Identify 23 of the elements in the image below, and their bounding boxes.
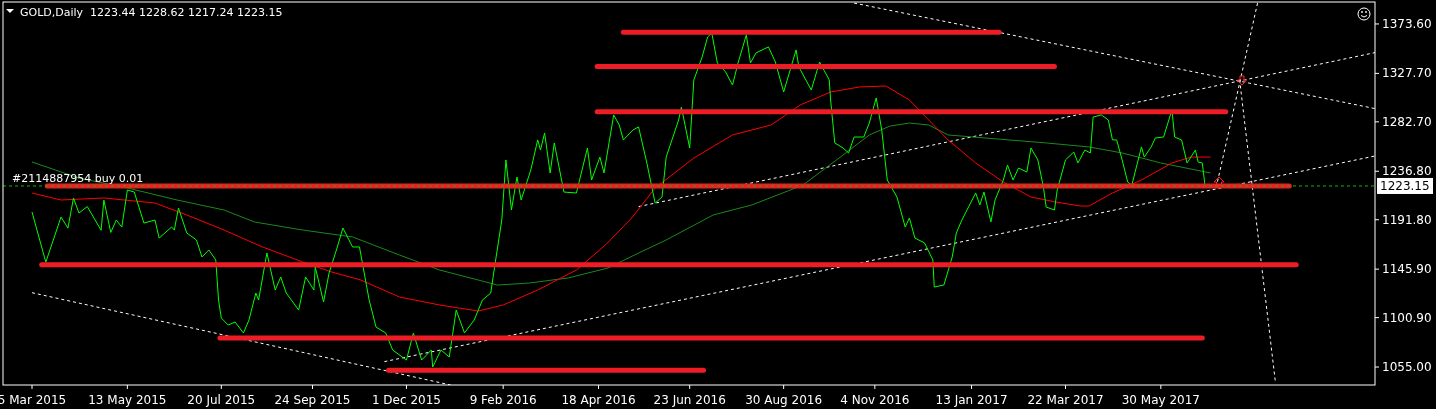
x-tick-label: 30 May 2017 <box>1121 393 1200 407</box>
x-tick-label: 13 Jan 2017 <box>935 393 1008 407</box>
ref-line-label: 1223.15 <box>1380 178 1430 193</box>
y-tick-label: 1327.70 <box>1382 66 1432 81</box>
x-tick-label: 22 Mar 2017 <box>1027 393 1104 407</box>
x-tick-label: 24 Sep 2015 <box>274 393 351 407</box>
x-tick-label: 4 Nov 2016 <box>840 393 910 407</box>
y-tick-label: 1282.70 <box>1382 114 1432 129</box>
y-tick-label: 1055.00 <box>1382 360 1432 375</box>
x-tick-label: 18 Apr 2016 <box>561 393 636 407</box>
x-tick-label: 9 Feb 2016 <box>469 393 537 407</box>
x-tick-label: 13 May 2015 <box>88 393 167 407</box>
x-tick-label: 1 Dec 2015 <box>371 393 441 407</box>
y-tick-label: 1373.60 <box>1382 16 1432 31</box>
y-tick-label: 1100.90 <box>1382 310 1432 325</box>
x-tick-label: 30 Aug 2016 <box>745 393 823 407</box>
x-tick-label: 23 Jun 2016 <box>653 393 726 407</box>
y-tick-label: 1191.80 <box>1382 212 1432 227</box>
y-tick-label: 1145.90 <box>1382 262 1432 277</box>
annotation: #2114887954 buy 0.01 <box>12 171 144 185</box>
y-tick-label: 1236.80 <box>1382 164 1432 179</box>
x-tick-label: 20 Jul 2015 <box>187 393 256 407</box>
chart-title: GOLD,Daily 1223.44 1228.62 1217.24 1223.15 <box>20 5 283 19</box>
